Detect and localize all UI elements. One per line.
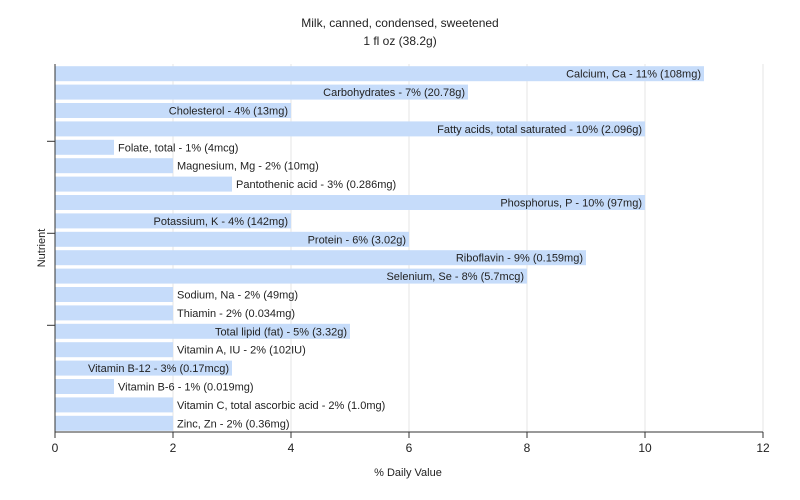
bar [55,158,173,174]
bar-label: Calcium, Ca - 11% (108mg) [566,69,701,81]
bar-label: Folate, total - 1% (4mcg) [118,142,238,154]
bar-label: Phosphorus, P - 10% (97mg) [500,198,642,210]
y-axis-label: Nutrient [36,229,48,268]
chart-title: Milk, canned, condensed, sweetened [301,16,498,30]
x-tick-label: 2 [170,441,177,455]
bar-label: Vitamin C, total ascorbic acid - 2% (1.0… [177,400,385,412]
bar-label: Sodium, Na - 2% (49mg) [177,290,298,302]
bar-label: Carbohydrates - 7% (20.78g) [323,87,465,99]
bar [55,250,586,266]
chart-subtitle: 1 fl oz (38.2g) [363,34,436,48]
bar [55,342,173,358]
axes [47,64,764,438]
x-tick-labels: 0 2 4 6 8 10 12 [52,441,770,455]
bar-label: Total lipid (fat) - 5% (3.32g) [215,326,347,338]
x-tick-label: 0 [52,441,59,455]
bar [55,213,291,229]
bar-label: Zinc, Zn - 2% (0.36mg) [177,418,289,430]
bar [55,305,173,321]
bar-label: Riboflavin - 9% (0.159mg) [456,253,583,265]
bar [55,66,704,82]
bar-label: Fatty acids, total saturated - 10% (2.09… [437,124,642,136]
bar [55,195,645,210]
bar-label: Magnesium, Mg - 2% (10mg) [177,161,319,173]
bar-label: Protein - 6% (3.02g) [308,234,406,246]
bar [55,360,232,376]
bar-label: Cholesterol - 4% (13mg) [169,106,288,118]
bar [55,121,645,137]
x-tick-label: 4 [288,441,295,455]
x-tick-label: 6 [406,441,413,455]
bar [55,397,173,413]
x-tick-label: 12 [756,441,770,455]
bar [55,415,173,431]
bar [55,323,350,339]
bar [55,287,173,302]
bar-label: Vitamin B-12 - 3% (0.17mcg) [88,363,229,375]
bars [55,66,704,431]
bar [55,176,232,192]
grid-lines [172,64,764,432]
bar [55,268,527,284]
bar-labels: Calcium, Ca - 11% (108mg) Carbohydrates -… [88,69,701,431]
bar-label: Selenium, Se - 8% (5.7mcg) [386,271,524,283]
bar-label: Vitamin A, IU - 2% (102IU) [177,345,306,357]
bar-label: Vitamin B-6 - 1% (0.019mg) [118,382,254,394]
bar [55,84,468,100]
bar [55,103,291,118]
x-axis-label: % Daily Value [374,467,442,479]
bar-label: Thiamin - 2% (0.034mg) [177,308,295,320]
bar-label: Pantothenic acid - 3% (0.286mg) [236,179,396,191]
x-tick-label: 10 [638,441,652,455]
bar [55,379,114,394]
bar [55,139,114,155]
x-tick-label: 8 [524,441,531,455]
bar-label: Potassium, K - 4% (142mg) [154,216,289,228]
bar [55,231,409,247]
